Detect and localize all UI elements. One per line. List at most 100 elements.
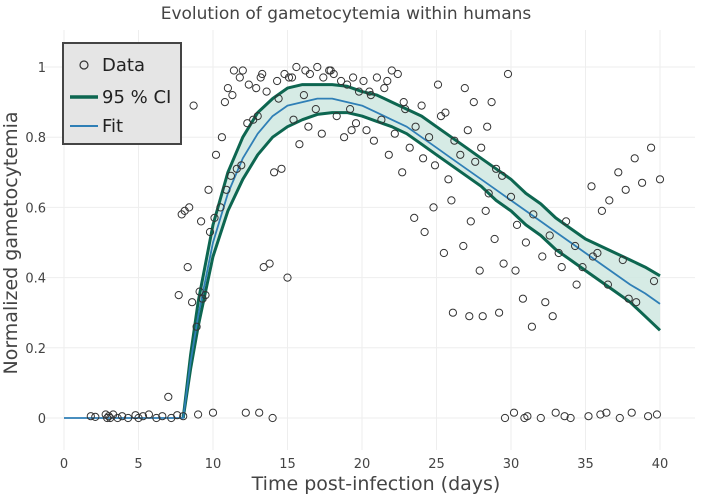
- data-point-127: [439, 248, 448, 258]
- data-point-195: [183, 263, 192, 272]
- data-point-162: [572, 280, 581, 289]
- x-tick-label-8: 40: [652, 457, 669, 472]
- data-point-143: [571, 241, 580, 251]
- legend: Data 95 % CI Fit: [62, 42, 182, 145]
- data-point-23: [268, 413, 277, 423]
- x-tick-label-0: 0: [60, 457, 68, 472]
- data-point-7: [113, 413, 122, 423]
- data-point-19: [194, 410, 203, 419]
- data-point-49: [210, 213, 219, 222]
- data-point-113: [430, 161, 440, 170]
- data-point-9: [124, 413, 133, 423]
- data-point-167: [649, 277, 659, 286]
- data-point-33: [615, 413, 624, 423]
- x-tick-label-2: 10: [205, 457, 222, 472]
- data-point-160: [541, 298, 550, 307]
- data-point-94: [289, 115, 298, 124]
- data-point-173: [401, 105, 410, 114]
- data-point-95: [295, 140, 304, 149]
- data-point-1: [91, 412, 100, 421]
- data-point-14: [152, 413, 161, 423]
- data-point-31: [596, 410, 605, 419]
- data-point-96: [304, 122, 313, 131]
- data-point-4: [104, 412, 113, 421]
- data-point-12: [138, 412, 148, 421]
- y-tick-label-3: 0.6: [25, 201, 46, 216]
- data-point-134: [499, 259, 508, 268]
- data-point-140: [545, 231, 554, 240]
- data-point-0: [86, 412, 95, 421]
- data-point-136: [512, 220, 522, 229]
- data-point-194: [197, 217, 206, 226]
- data-point-29: [566, 413, 575, 423]
- data-point-129: [459, 241, 468, 251]
- data-point-188: [258, 69, 267, 79]
- data-point-186: [284, 73, 294, 82]
- data-point-22: [255, 408, 264, 417]
- data-point-192: [220, 98, 229, 107]
- legend-fit-label: Fit: [102, 116, 123, 137]
- data-point-101: [346, 105, 355, 114]
- data-point-37: [520, 413, 529, 423]
- data-point-90: [380, 84, 389, 93]
- data-point-187: [274, 94, 283, 103]
- data-point-142: [562, 217, 571, 226]
- data-point-108: [398, 168, 407, 177]
- y-tick-label-5: 1: [38, 61, 46, 76]
- data-point-116: [450, 136, 459, 145]
- data-point-61: [277, 164, 286, 173]
- data-point-63: [189, 101, 198, 110]
- data-point-85: [349, 73, 358, 82]
- data-point-84: [343, 80, 352, 89]
- data-point-66: [217, 133, 226, 142]
- data-point-72: [262, 87, 271, 96]
- data-point-165: [618, 255, 627, 265]
- data-point-68: [228, 91, 237, 100]
- data-point-45: [192, 322, 201, 331]
- data-point-67: [223, 84, 232, 93]
- data-point-13: [144, 410, 153, 419]
- data-point-135: [506, 192, 516, 201]
- data-point-110: [411, 122, 420, 131]
- data-point-73: [273, 76, 282, 86]
- data-point-17: [173, 411, 182, 420]
- data-point-184: [483, 122, 492, 131]
- data-point-75: [287, 73, 297, 82]
- data-point-183: [469, 98, 478, 107]
- data-point-43: [185, 203, 194, 212]
- data-point-176: [487, 98, 496, 107]
- legend-ci-label: 95 % CI: [102, 87, 171, 108]
- data-point-86: [354, 87, 364, 96]
- data-point-97: [311, 105, 320, 114]
- data-point-181: [417, 101, 426, 110]
- data-point-161: [557, 263, 566, 272]
- x-tick-label-6: 30: [503, 457, 520, 472]
- data-point-152: [647, 143, 656, 152]
- data-point-190: [235, 73, 244, 82]
- data-point-8: [118, 412, 127, 421]
- data-point-3: [103, 413, 112, 423]
- data-point-122: [492, 164, 501, 173]
- data-point-119: [471, 157, 480, 166]
- data-point-132: [481, 206, 490, 215]
- data-point-185: [503, 69, 513, 79]
- data-point-89: [372, 73, 381, 82]
- data-point-65: [211, 150, 221, 159]
- data-point-32: [602, 408, 611, 417]
- data-point-177: [326, 66, 335, 75]
- data-point-158: [511, 266, 520, 275]
- grid: [44, 30, 695, 450]
- data-point-15: [158, 412, 167, 421]
- data-point-50: [216, 203, 225, 212]
- data-point-148: [614, 168, 623, 177]
- x-axis-title: Time post-infection (days): [251, 473, 501, 495]
- data-point-44: [188, 298, 197, 307]
- data-point-155: [465, 312, 474, 321]
- data-point-20: [208, 408, 218, 417]
- data-point-79: [313, 62, 322, 72]
- legend-box: [62, 42, 182, 145]
- data-point-102: [351, 119, 361, 128]
- data-point-58: [259, 263, 268, 272]
- data-point-111: [419, 154, 428, 163]
- y-tick-label-2: 0.4: [25, 272, 46, 287]
